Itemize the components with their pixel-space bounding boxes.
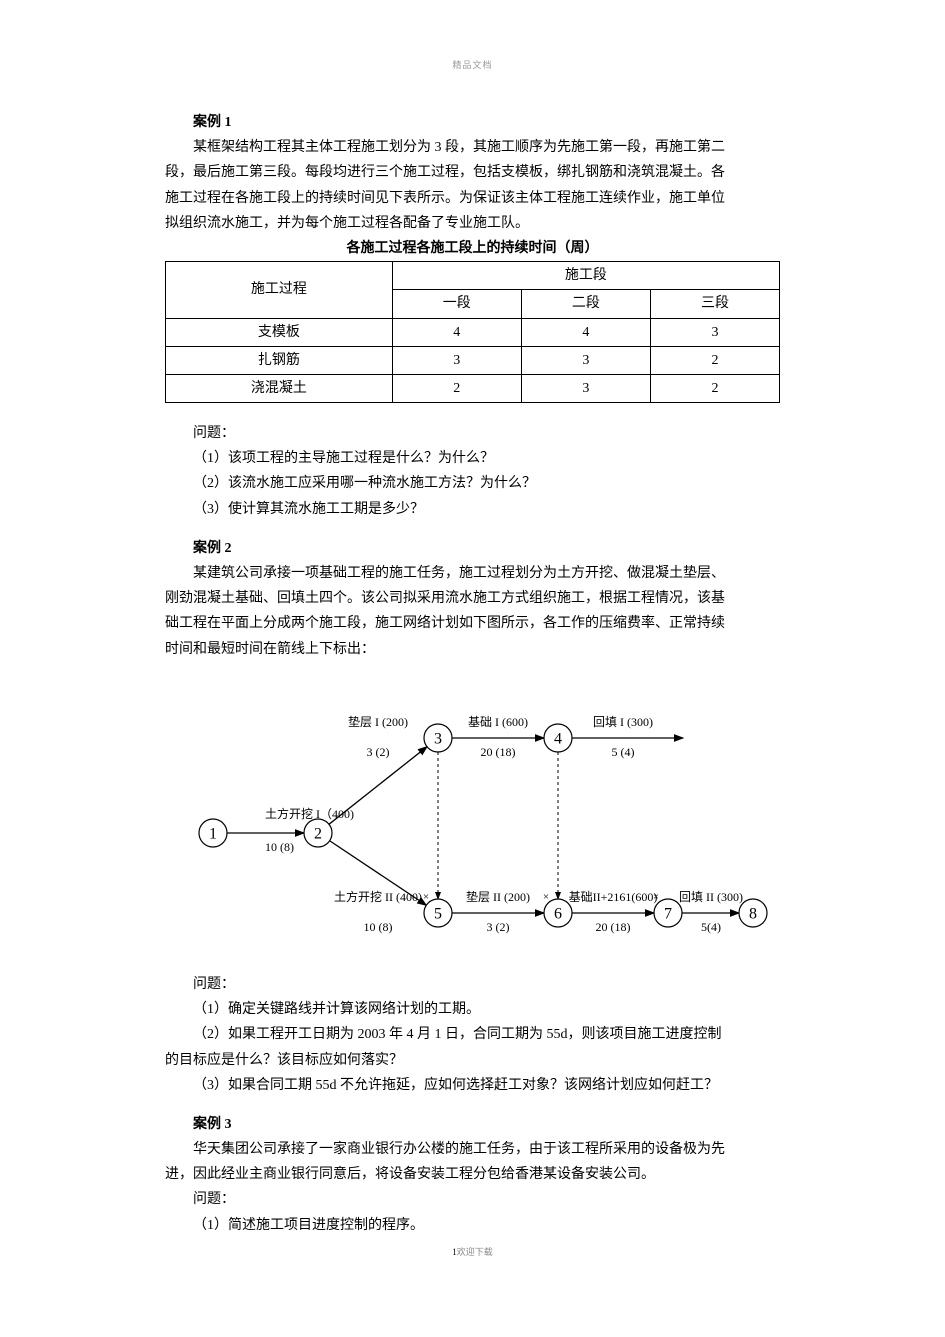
cell: 3	[521, 346, 650, 374]
cell: 2	[650, 374, 779, 402]
svg-text:5 (4): 5 (4)	[611, 745, 634, 759]
page-footer-text: 欢迎下载	[457, 1247, 493, 1257]
svg-text:基础II+2161(600): 基础II+2161(600)	[568, 890, 657, 904]
cell: 3	[392, 346, 521, 374]
case1-q-label: 问题：	[165, 421, 780, 446]
case2-q-label: 问题：	[165, 972, 780, 997]
cell: 2	[392, 374, 521, 402]
cell: 支模板	[166, 318, 393, 346]
case1-line3: 施工过程在各施工段上的持续时间见下表所示。为保证该主体工程施工连续作业，施工单位	[165, 186, 780, 211]
table-row: 浇混凝土 2 3 2	[166, 374, 780, 402]
case2-q3: （3）如果合同工期 55d 不允许拖延，应如何选择赶工对象？该网络计划应如何赶工…	[165, 1073, 780, 1098]
case1-line2: 段，最后施工第三段。每段均进行三个施工过程，包括支模板，绑扎钢筋和浇筑混凝土。各	[165, 160, 780, 185]
case3-title: 案例 3	[165, 1112, 780, 1137]
svg-text:4: 4	[554, 730, 562, 747]
svg-text:回填 I (300): 回填 I (300)	[593, 715, 653, 729]
network-diagram: 土方开挖 I（400) 10 (8) 垫层 I (200) 3 (2) 基础 I (60…	[165, 678, 780, 962]
svg-text:1: 1	[209, 825, 217, 842]
svg-text:3 (2): 3 (2)	[486, 920, 509, 934]
cell: 扎钢筋	[166, 346, 393, 374]
case2-line3: 础工程在平面上分成两个施工段，施工网络计划如下图所示，各工作的压缩费率、正常持续	[165, 611, 780, 636]
cell: 3	[521, 374, 650, 402]
watermark-top: 精品文档	[0, 58, 945, 71]
svg-text:×: ×	[652, 891, 658, 903]
duration-table: 施工过程 施工段 一段 二段 三段 支模板 4 4 3 扎钢筋 3 3 2 浇混…	[165, 261, 780, 403]
watermark-bottom: 1欢迎下载	[0, 1245, 945, 1258]
svg-text:5: 5	[434, 905, 442, 922]
case2-line4: 时间和最短时间在箭线上下标出：	[165, 637, 780, 662]
svg-text:5(4): 5(4)	[701, 920, 721, 934]
svg-text:×: ×	[422, 891, 428, 903]
th-process: 施工过程	[166, 262, 393, 318]
network-svg: 土方开挖 I（400) 10 (8) 垫层 I (200) 3 (2) 基础 I (60…	[168, 678, 778, 953]
case2-line1: 某建筑公司承接一项基础工程的施工任务，施工过程划分为土方开挖、做混凝土垫层、	[165, 561, 780, 586]
page-content: 案例 1 某框架结构工程其主体工程施工划分为 3 段，其施工顺序为先施工第一段，…	[0, 0, 945, 1278]
th-seg2: 二段	[521, 290, 650, 318]
case3-line1: 华天集团公司承接了一家商业银行办公楼的施工任务，由于该工程所采用的设备极为先	[165, 1137, 780, 1162]
case2-q2b: 的目标应是什么？该目标应如何落实？	[165, 1048, 780, 1073]
svg-text:3: 3	[434, 730, 442, 747]
case1-line1: 某框架结构工程其主体工程施工划分为 3 段，其施工顺序为先施工第一段，再施工第二	[165, 135, 780, 160]
svg-text:6: 6	[554, 905, 562, 922]
svg-text:10 (8): 10 (8)	[265, 840, 294, 854]
svg-text:3 (2): 3 (2)	[366, 745, 389, 759]
case1-title: 案例 1	[165, 110, 780, 135]
table-row: 扎钢筋 3 3 2	[166, 346, 780, 374]
cell: 浇混凝土	[166, 374, 393, 402]
case2-q1: （1）确定关键路线并计算该网络计划的工期。	[165, 997, 780, 1022]
table-caption: 各施工过程各施工段上的持续时间（周）	[165, 236, 780, 261]
case3-line2: 进，因此经业主商业银行同意后，将设备安装工程分包给香港某设备安装公司。	[165, 1162, 780, 1187]
case1-q2: （2）该流水施工应采用哪一种流水施工方法？为什么？	[165, 471, 780, 496]
svg-text:基础 I (600): 基础 I (600)	[468, 715, 528, 729]
svg-text:7: 7	[664, 905, 672, 922]
cell: 2	[650, 346, 779, 374]
case3-q1: （1）简述施工项目进度控制的程序。	[165, 1213, 780, 1238]
svg-text:2: 2	[314, 825, 322, 842]
svg-text:垫层 II (200): 垫层 II (200)	[466, 889, 530, 904]
case1-line4: 拟组织流水施工，并为每个施工过程各配备了专业施工队。	[165, 211, 780, 236]
case1-q3: （3）使计算其流水施工工期是多少？	[165, 497, 780, 522]
svg-text:土方开挖 II (400): 土方开挖 II (400)	[334, 889, 422, 904]
th-seg3: 三段	[650, 290, 779, 318]
case2-title: 案例 2	[165, 536, 780, 561]
svg-text:20 (18): 20 (18)	[595, 920, 630, 934]
case1-q1: （1）该项工程的主导施工过程是什么？为什么？	[165, 446, 780, 471]
table-row: 支模板 4 4 3	[166, 318, 780, 346]
case3-q-label: 问题：	[165, 1187, 780, 1212]
svg-text:8: 8	[749, 905, 757, 922]
case2-q2a: （2）如果工程开工日期为 2003 年 4 月 1 日，合同工期为 55d，则该…	[165, 1022, 780, 1047]
svg-text:×: ×	[542, 891, 548, 903]
cell: 3	[650, 318, 779, 346]
cell: 4	[392, 318, 521, 346]
cell: 4	[521, 318, 650, 346]
th-section-group: 施工段	[392, 262, 779, 290]
case2-line2: 刚劲混凝土基础、回填土四个。该公司拟采用流水施工方式组织施工，根据工程情况，该基	[165, 586, 780, 611]
svg-text:垫层 I (200): 垫层 I (200)	[348, 714, 408, 729]
svg-text:回填 II (300): 回填 II (300)	[679, 890, 743, 904]
svg-text:土方开挖 I（400): 土方开挖 I（400)	[265, 806, 354, 821]
th-seg1: 一段	[392, 290, 521, 318]
svg-text:20 (18): 20 (18)	[480, 745, 515, 759]
svg-text:10 (8): 10 (8)	[363, 920, 392, 934]
